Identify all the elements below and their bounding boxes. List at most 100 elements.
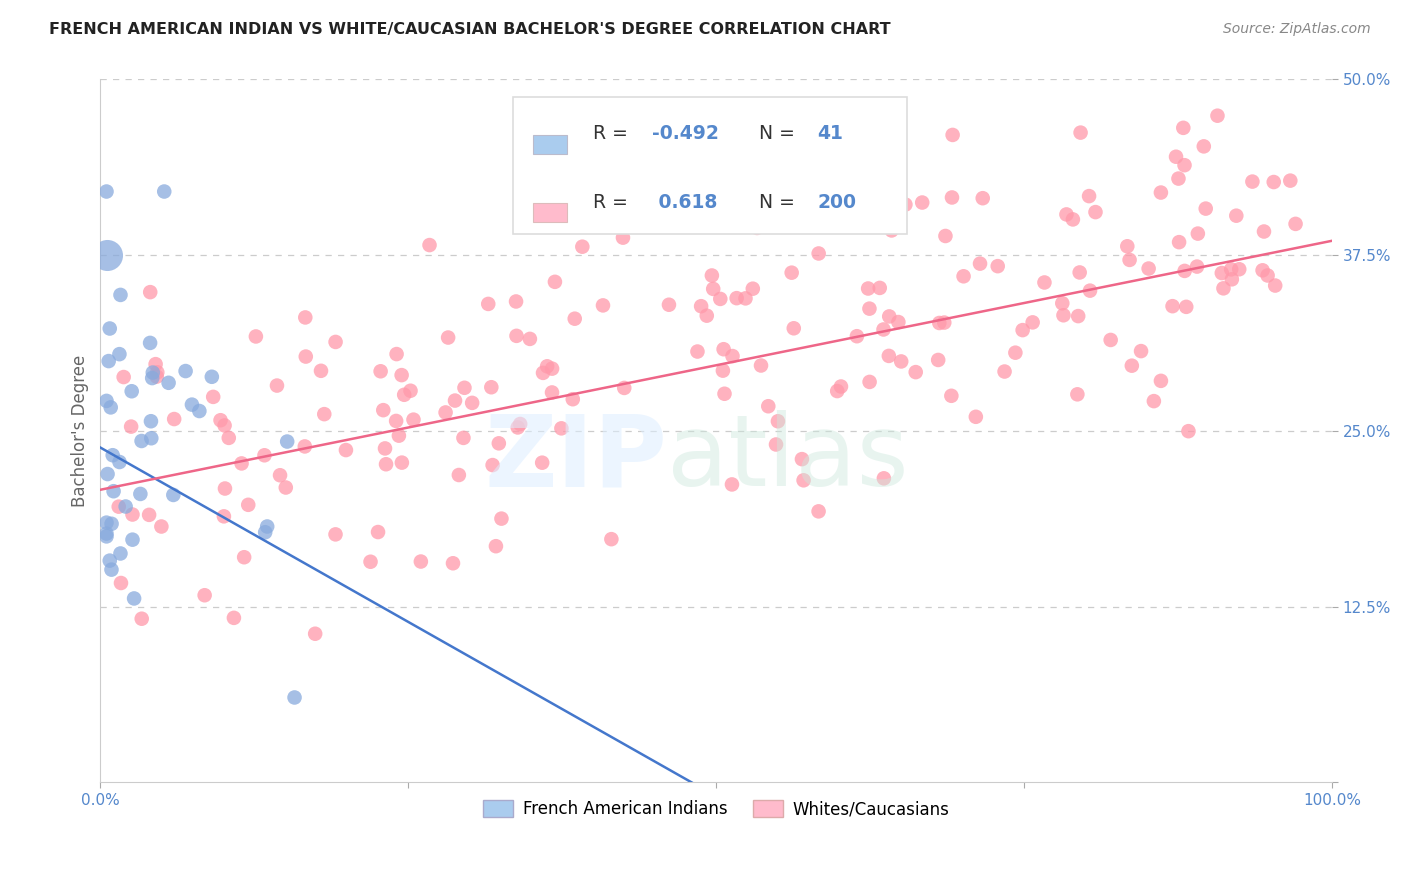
Point xyxy=(783,321,806,335)
Point xyxy=(1174,264,1197,278)
Point xyxy=(1164,150,1187,164)
Point xyxy=(1070,126,1092,140)
Point xyxy=(658,298,681,312)
Point xyxy=(444,393,467,408)
Point xyxy=(887,315,910,329)
Point xyxy=(1004,345,1026,359)
Point xyxy=(96,529,118,543)
Point xyxy=(1052,296,1074,310)
Point xyxy=(1137,261,1160,276)
Point xyxy=(894,197,917,211)
Point xyxy=(139,335,162,350)
Point xyxy=(506,420,529,434)
Point xyxy=(790,452,813,467)
Point xyxy=(98,321,121,335)
Point xyxy=(276,434,298,449)
Point xyxy=(103,484,125,499)
Point xyxy=(96,393,118,408)
Point xyxy=(531,366,554,380)
Point xyxy=(97,354,120,368)
Point xyxy=(845,329,868,343)
Point xyxy=(121,384,143,399)
Point xyxy=(391,368,413,383)
Point xyxy=(600,532,623,546)
Point xyxy=(212,509,235,524)
Point xyxy=(531,456,554,470)
Point xyxy=(441,556,464,570)
Point xyxy=(96,526,118,541)
Point xyxy=(314,407,336,421)
Point xyxy=(686,344,709,359)
Point xyxy=(541,361,564,376)
Point xyxy=(141,431,163,445)
Point xyxy=(1279,174,1302,188)
Point xyxy=(194,588,217,602)
Point xyxy=(309,364,332,378)
Point xyxy=(479,380,502,394)
Point xyxy=(201,369,224,384)
Text: atlas: atlas xyxy=(666,410,908,508)
Point xyxy=(110,288,132,302)
Point xyxy=(941,389,963,403)
Point xyxy=(461,396,484,410)
Point xyxy=(700,268,723,283)
Point xyxy=(793,473,815,487)
Point xyxy=(1078,189,1101,203)
Point xyxy=(734,291,756,305)
Text: ZIP: ZIP xyxy=(484,410,666,508)
Point xyxy=(385,414,408,428)
Point xyxy=(1185,260,1208,274)
Point xyxy=(1220,272,1243,286)
Point xyxy=(375,457,398,471)
Point xyxy=(100,563,122,577)
Text: 0.618: 0.618 xyxy=(652,193,717,211)
Point xyxy=(1177,424,1199,438)
Point xyxy=(765,437,787,451)
Point xyxy=(1067,309,1090,323)
Point xyxy=(233,550,256,565)
Point xyxy=(987,259,1010,273)
Point xyxy=(485,539,508,553)
Point xyxy=(1251,263,1274,277)
Point xyxy=(447,468,470,483)
Point xyxy=(877,310,900,324)
Point xyxy=(1211,266,1233,280)
Point xyxy=(713,386,735,401)
Point xyxy=(904,365,927,379)
Point xyxy=(174,364,197,378)
Point xyxy=(592,298,614,312)
Point xyxy=(550,421,572,435)
Point xyxy=(131,434,153,448)
Point xyxy=(1187,227,1209,241)
Point xyxy=(96,516,118,530)
Point xyxy=(325,334,347,349)
Point xyxy=(858,301,880,316)
Point xyxy=(1257,268,1279,283)
Point xyxy=(1021,315,1043,329)
Point xyxy=(1118,252,1140,267)
Point xyxy=(100,516,122,531)
Point xyxy=(145,369,167,384)
Point xyxy=(142,366,165,380)
Point xyxy=(1130,344,1153,359)
Point xyxy=(283,690,305,705)
Point xyxy=(488,436,510,450)
Point xyxy=(139,285,162,299)
Point xyxy=(274,481,297,495)
Point xyxy=(855,186,877,201)
Point xyxy=(702,282,724,296)
Point xyxy=(266,378,288,392)
Point xyxy=(713,343,735,357)
Point xyxy=(110,576,132,591)
Point xyxy=(131,612,153,626)
Point xyxy=(141,371,163,385)
Point xyxy=(873,471,896,485)
Point xyxy=(181,398,204,412)
Point xyxy=(612,230,634,244)
Point xyxy=(1062,212,1084,227)
Point xyxy=(209,413,232,427)
Point xyxy=(385,347,408,361)
Point xyxy=(112,370,135,384)
Point xyxy=(711,364,734,378)
Point xyxy=(1116,239,1139,253)
